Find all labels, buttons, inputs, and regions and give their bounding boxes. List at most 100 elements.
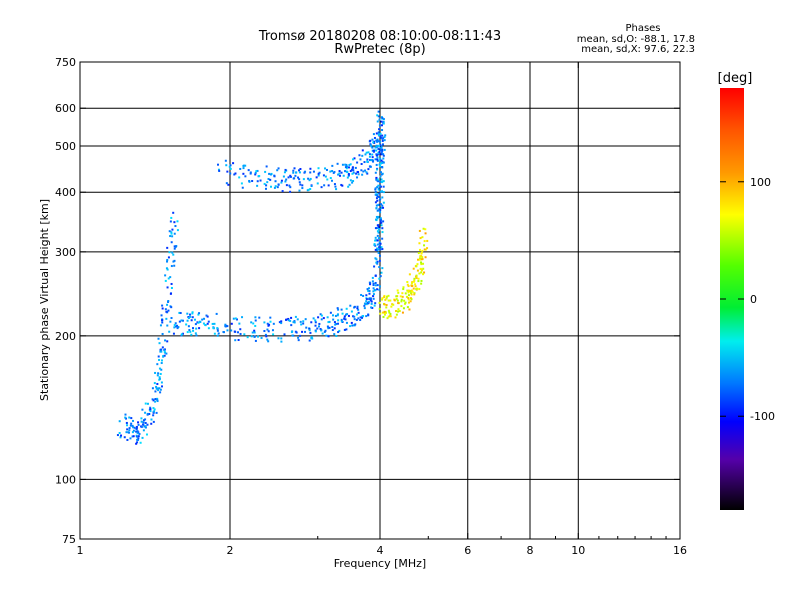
scatter-point — [380, 190, 383, 193]
scatter-point — [172, 211, 175, 214]
scatter-point — [387, 315, 390, 318]
scatter-point — [242, 167, 245, 170]
scatter-point — [254, 324, 257, 327]
scatter-point — [346, 171, 349, 174]
scatter-point — [144, 418, 147, 421]
scatter-point — [216, 334, 219, 337]
scatter-point — [225, 182, 228, 185]
scatter-point — [349, 170, 352, 173]
scatter-point — [378, 285, 381, 288]
scatter-point — [368, 165, 371, 168]
scatter-point — [378, 259, 381, 262]
scatter-point — [324, 329, 327, 332]
scatter-point — [360, 169, 363, 172]
scatter-point — [352, 171, 355, 174]
scatter-point — [356, 161, 359, 164]
scatter-point — [308, 327, 311, 330]
scatter-point — [375, 207, 378, 210]
scatter-point — [340, 308, 343, 311]
scatter-point — [385, 304, 388, 307]
scatter-point — [370, 302, 373, 305]
scatter-point — [198, 312, 201, 315]
scatter-point — [309, 167, 312, 170]
scatter-point — [222, 331, 225, 334]
scatter-point — [300, 323, 303, 326]
scatter-point — [158, 367, 161, 370]
scatter-point — [368, 292, 371, 295]
scatter-point — [407, 294, 410, 297]
scatter-point — [230, 329, 233, 332]
scatter-point — [382, 161, 385, 164]
scatter-point — [380, 124, 383, 127]
scatter-point — [363, 161, 366, 164]
scatter-point — [401, 311, 404, 314]
scatter-point — [172, 253, 175, 256]
scatter-point — [195, 334, 198, 337]
scatter-point — [294, 174, 297, 177]
scatter-point — [352, 315, 355, 318]
scatter-point — [249, 171, 252, 174]
scatter-point — [167, 256, 170, 259]
scatter-point — [169, 220, 172, 223]
scatter-point — [372, 283, 375, 286]
scatter-point — [345, 321, 348, 324]
scatter-point — [341, 184, 344, 187]
scatter-point — [266, 181, 269, 184]
scatter-point — [376, 262, 379, 265]
scatter-point — [397, 308, 400, 311]
scatter-point — [378, 307, 381, 310]
scatter-point — [146, 402, 149, 405]
scatter-point — [365, 151, 368, 154]
scatter-point — [375, 176, 378, 179]
scatter-point — [320, 318, 323, 321]
scatter-point — [378, 228, 381, 231]
scatter-point — [369, 143, 372, 146]
scatter-point — [176, 220, 179, 223]
scatter-point — [232, 317, 235, 320]
scatter-point — [198, 327, 201, 330]
scatter-point — [136, 441, 139, 444]
scatter-point — [268, 172, 271, 175]
scatter-point — [375, 258, 378, 261]
scatter-point — [375, 163, 378, 166]
scatter-point — [289, 174, 292, 177]
scatter-point — [164, 308, 167, 311]
scatter-point — [400, 298, 403, 301]
scatter-point — [293, 167, 296, 170]
scatter-point — [293, 321, 296, 324]
scatter-point — [317, 174, 320, 177]
scatter-point — [277, 337, 280, 340]
scatter-point — [302, 322, 305, 325]
scatter-point — [409, 300, 412, 303]
scatter-point — [403, 299, 406, 302]
scatter-point — [416, 269, 419, 272]
scatter-point — [151, 387, 154, 390]
scatter-point — [291, 334, 294, 337]
scatter-point — [304, 170, 307, 173]
scatter-point — [145, 433, 148, 436]
scatter-point — [176, 229, 179, 232]
scatter-point — [373, 265, 376, 268]
scatter-point — [350, 310, 353, 313]
scatter-point — [419, 257, 422, 260]
scatter-point — [170, 317, 173, 320]
scatter-point — [368, 290, 371, 293]
scatter-point — [323, 330, 326, 333]
legend-o-line: mean, sd,O: -88.1, 17.8 — [577, 34, 695, 45]
scatter-point — [135, 425, 138, 428]
scatter-point — [379, 242, 382, 245]
scatter-point — [337, 308, 340, 311]
scatter-point — [189, 315, 192, 318]
scatter-point — [340, 171, 343, 174]
scatter-point — [365, 298, 368, 301]
y-tick-label: 200 — [55, 330, 76, 343]
scatter-point — [329, 170, 332, 173]
scatter-point — [363, 304, 366, 307]
scatter-point — [163, 354, 166, 357]
scatter-point — [424, 228, 427, 231]
scatter-point — [285, 184, 288, 187]
scatter-point — [301, 330, 304, 333]
scatter-point — [357, 311, 360, 314]
scatter-point — [351, 158, 354, 161]
scatter-point — [140, 420, 143, 423]
